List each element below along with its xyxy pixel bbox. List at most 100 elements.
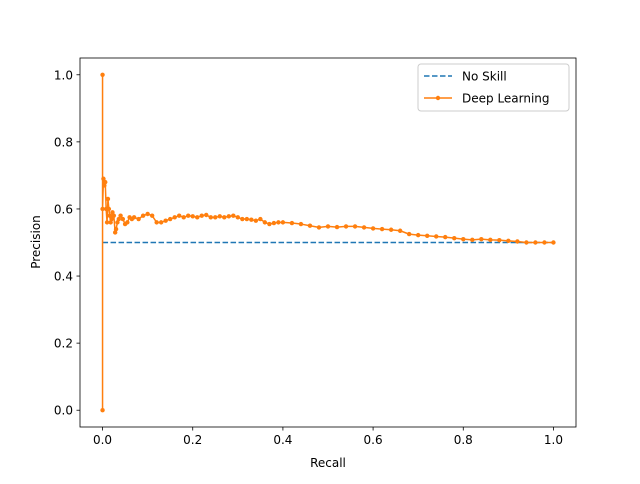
data-point-deep-learning [425,233,430,238]
y-axis-label: Precision [29,215,43,269]
data-point-deep-learning [506,238,511,244]
data-point-deep-learning [452,235,457,241]
data-point-deep-learning [397,228,403,233]
data-point-deep-learning [479,236,484,242]
data-point-deep-learning [289,220,295,226]
data-point-deep-learning [235,215,241,220]
data-point-deep-learning [118,213,123,218]
x-tick-label: 0.6 [364,433,383,447]
x-axis-label: Recall [310,456,346,470]
data-point-deep-learning [102,183,107,188]
data-point-deep-learning [226,214,231,219]
data-point-deep-learning [112,230,118,235]
data-point-deep-learning [524,240,529,245]
data-point-deep-learning [325,224,331,229]
y-tick-label: 0.6 [54,202,73,216]
data-point-deep-learning [217,214,222,219]
data-point-deep-learning [551,240,556,245]
data-point-deep-learning [240,216,245,222]
data-point-deep-learning [280,220,286,225]
data-point-deep-learning [415,232,421,238]
data-point-deep-learning [100,408,105,413]
data-point-deep-learning [533,240,538,245]
data-point-deep-learning [105,196,111,202]
legend-deep-learning-label: Deep Learning [462,92,550,106]
data-point-deep-learning [267,221,272,227]
data-point-deep-learning [244,216,250,222]
data-point-deep-learning [145,211,150,217]
data-point-deep-learning [352,224,358,229]
legend-box [417,63,570,112]
data-point-deep-learning [111,213,117,218]
y-tick-label: 0.0 [54,404,73,418]
data-point-deep-learning [388,227,394,232]
data-point-deep-learning [470,237,475,243]
data-point-deep-learning [107,213,112,218]
data-point-deep-learning [213,215,218,220]
data-point-deep-learning [307,223,313,228]
data-point-deep-learning [125,220,130,225]
data-point-deep-learning [316,225,322,230]
data-point-deep-learning [434,234,439,239]
data-point-deep-learning [158,220,164,225]
x-tick-label: 0.8 [454,433,473,447]
data-point-deep-learning [361,225,367,230]
data-point-deep-learning [253,218,259,223]
data-point-deep-learning [406,231,412,237]
data-point-deep-learning [154,220,159,225]
data-point-deep-learning [298,221,304,227]
y-tick-label: 0.8 [54,135,73,149]
legend-no-skill-label: No Skill [462,70,507,84]
data-point-deep-learning [276,220,281,225]
data-point-deep-learning [204,212,209,218]
data-point-deep-learning [258,216,263,222]
data-point-deep-learning [172,215,177,220]
data-point-deep-learning [186,213,191,218]
data-point-deep-learning [231,213,236,218]
data-point-deep-learning [136,216,141,222]
data-point-deep-learning [488,237,493,243]
data-point-deep-learning [115,220,120,225]
data-point-deep-learning [443,234,448,240]
data-point-deep-learning [208,215,213,220]
data-point-deep-learning [106,206,112,212]
data-point-deep-learning [163,218,168,223]
plot-area [100,72,556,413]
y-tick-label: 1.0 [54,68,73,82]
data-point-deep-learning [181,215,186,220]
y-tick-label: 0.4 [54,270,73,284]
data-point-deep-learning [110,210,115,215]
data-point-deep-learning [542,240,547,245]
data-point-deep-learning [116,216,121,222]
data-point-deep-learning [497,237,502,243]
legend: No Skill Deep Learning [417,63,570,112]
data-point-deep-learning [108,220,113,225]
data-point-deep-learning [461,236,466,242]
data-point-deep-learning [190,214,195,219]
data-point-deep-learning [222,215,227,220]
data-point-deep-learning [100,72,105,77]
data-point-deep-learning [131,215,137,220]
data-point-deep-learning [101,176,106,181]
data-point-deep-learning [370,226,376,231]
data-point-deep-learning [113,226,119,232]
data-point-deep-learning [149,213,155,218]
y-tick-label: 0.2 [54,337,73,351]
data-point-deep-learning [120,216,126,222]
data-point-deep-learning [104,220,110,225]
data-point-deep-learning [177,213,182,218]
x-tick-label: 1.0 [544,433,563,447]
data-point-deep-learning [199,213,204,218]
x-tick-label: 0.0 [93,433,112,447]
axes: 0.0 0.2 0.4 0.6 0.8 1.0 0.0 0.2 0.4 0.6 0.8 1.0 [54,57,577,447]
data-point-deep-learning [167,216,173,222]
data-point-deep-learning [140,213,146,218]
data-point-deep-learning [271,220,277,226]
x-tick-label: 0.4 [273,433,292,447]
data-point-deep-learning [195,215,200,220]
data-point-deep-learning [109,216,114,222]
data-point-deep-learning [249,217,254,222]
data-point-deep-learning [262,220,268,225]
